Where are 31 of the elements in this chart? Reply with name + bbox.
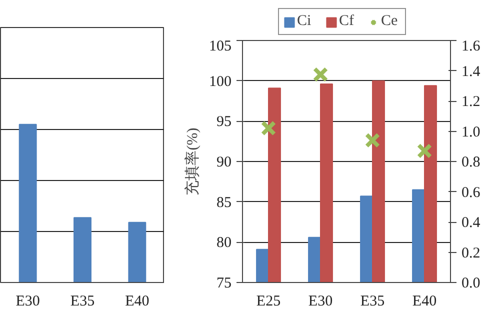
y-axis-title: 充填率(%) (184, 128, 201, 196)
y-tick-label: 75 (216, 276, 232, 292)
x-tick-label: E40 (412, 294, 437, 310)
legend-label: Ce (381, 13, 399, 30)
y2-tick-label: 1.0 (462, 124, 480, 140)
y-tick-label: 105 (209, 38, 232, 54)
x-tick-label: E35 (70, 294, 95, 310)
point (260, 120, 276, 136)
y-tick-label: 85 (216, 194, 232, 211)
y2-tick-label: 1.4 (462, 64, 481, 80)
legend-label: Ci (297, 13, 312, 30)
y2-tick-label: 1.6 (462, 38, 481, 54)
y-tick-label: 90 (216, 154, 232, 170)
x-tick-label: E30 (16, 294, 40, 310)
legend-label: Cf (339, 13, 355, 30)
y2-tick-label: 0.8 (462, 154, 480, 170)
x-tick-label: E35 (360, 294, 385, 310)
y-tick-label: 95 (216, 114, 232, 130)
x-tick-label: E30 (308, 294, 333, 310)
point (416, 143, 432, 159)
point (364, 132, 380, 148)
y-tick-label: 100 (209, 74, 232, 90)
y-tick-label: 80 (216, 235, 232, 252)
point (312, 66, 328, 82)
x-tick-label: E40 (125, 294, 150, 310)
x-tick-label: E25 (256, 294, 281, 310)
y2-tick-label: 0.6 (462, 184, 481, 201)
y2-tick-label: 0.2 (462, 245, 480, 262)
y2-tick-label: 1.2 (462, 94, 480, 110)
y2-tick-label: 0.0 (462, 276, 480, 292)
y2-tick-label: 0.4 (462, 215, 481, 231)
